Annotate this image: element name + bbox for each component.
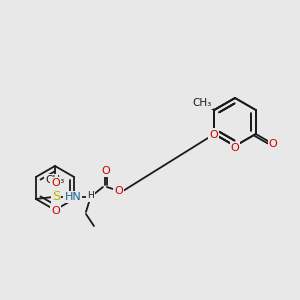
Text: CH₃: CH₃ (193, 98, 212, 108)
Text: O: O (231, 143, 239, 153)
Text: O: O (115, 186, 123, 196)
Text: O: O (209, 130, 218, 140)
Text: O: O (102, 166, 110, 176)
Text: O: O (52, 206, 60, 216)
Text: CH₃: CH₃ (45, 175, 64, 185)
Text: HN: HN (64, 192, 81, 202)
Text: H: H (88, 191, 94, 200)
Text: O: O (52, 178, 60, 188)
Text: S: S (52, 190, 60, 203)
Text: O: O (269, 139, 278, 149)
